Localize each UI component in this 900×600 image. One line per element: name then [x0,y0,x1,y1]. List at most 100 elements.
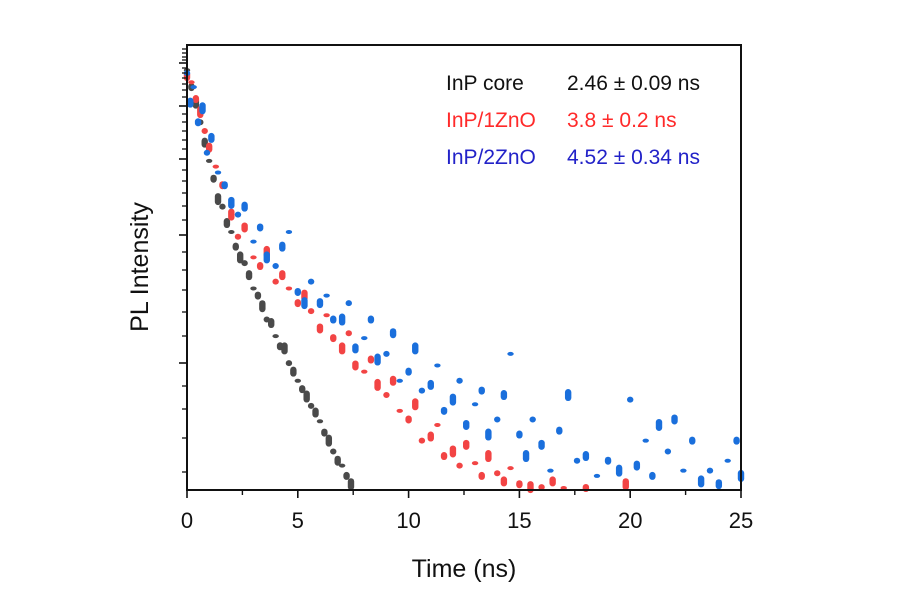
data-point [192,95,200,104]
data-point [478,471,485,480]
data-point [405,415,412,424]
data-point [440,406,448,415]
data-point [547,468,554,473]
data-point [374,378,381,391]
data-point [383,350,390,357]
data-point [642,438,649,443]
data-point [219,203,226,210]
data-point [187,97,194,108]
x-tick-label: 15 [507,508,531,533]
data-point [228,230,235,235]
data-point [527,481,534,494]
data-point [427,379,434,390]
data-point [538,439,545,450]
data-point [449,445,457,458]
data-point [272,263,279,270]
data-point [538,484,545,491]
data-point [241,201,248,212]
data-point [434,422,441,427]
data-point [299,385,306,394]
data-point [256,262,264,271]
data-point [367,315,375,324]
series-inp-2zno [183,70,745,490]
data-point [500,390,508,401]
data-point [633,460,641,471]
data-point [507,351,514,356]
data-point [383,392,390,399]
data-point [221,181,228,190]
data-point [228,208,235,221]
data-point [522,450,530,463]
legend-lifetime-inp-1zno: 3.8 ± 0.2 ns [567,109,677,132]
data-point [671,414,678,425]
data-point [303,390,310,403]
data-point [312,407,319,418]
data-point [706,467,714,474]
data-point [680,468,687,473]
data-point [188,80,195,85]
data-point [733,436,740,445]
data-point [307,308,315,315]
data-point [294,378,301,383]
data-point [374,353,381,366]
data-point [649,471,656,480]
data-point [323,313,330,318]
legend-lifetime-inp-2zno: 4.52 ± 0.34 ns [567,146,700,169]
data-point [250,255,257,260]
data-point [330,334,337,343]
data-point [199,102,206,115]
x-tick-label: 10 [396,508,420,533]
series-inp-core [183,68,355,491]
data-point [228,196,235,209]
data-point [294,287,301,296]
data-point [389,328,397,339]
data-point [330,448,337,455]
data-point [334,455,341,466]
data-point [427,431,434,442]
data-point [622,478,629,491]
data-point [556,426,563,435]
data-point [345,300,352,307]
data-point [405,367,412,376]
data-point [234,233,242,240]
data-point [190,85,197,90]
data-point [418,437,426,444]
data-point [434,363,441,368]
data-point [549,476,556,487]
data-point [241,222,248,233]
data-point [604,456,612,465]
data-point [494,416,501,423]
legend: InP core 2.46 ± 0.09 ns InP/1ZnO 3.8 ± 0… [446,72,700,169]
data-point [655,418,663,431]
data-point [214,193,222,206]
data-point [338,342,346,355]
data-point [236,251,244,264]
legend-name-inp-1zno: InP/1ZnO [446,109,536,132]
data-point [234,211,242,218]
data-point [321,428,328,437]
data-point [325,434,333,447]
data-point [338,463,346,468]
data-point [507,466,514,471]
x-tick-label: 25 [729,508,753,533]
data-point [256,223,264,232]
data-point [485,428,492,441]
data-point [210,174,217,183]
data-point [316,298,324,309]
data-point [316,419,324,424]
data-point [347,478,355,491]
data-point [412,398,419,411]
legend-lifetime-inp-core: 2.46 ± 0.09 ns [567,72,700,95]
data-point [582,451,590,462]
data-point [294,299,301,308]
data-point [205,158,213,163]
data-point [279,241,286,252]
data-point [361,369,368,374]
data-point [440,452,448,461]
data-point [212,164,220,169]
data-point [449,393,457,406]
data-point [664,448,672,455]
data-point [194,118,202,127]
data-point [463,439,470,450]
